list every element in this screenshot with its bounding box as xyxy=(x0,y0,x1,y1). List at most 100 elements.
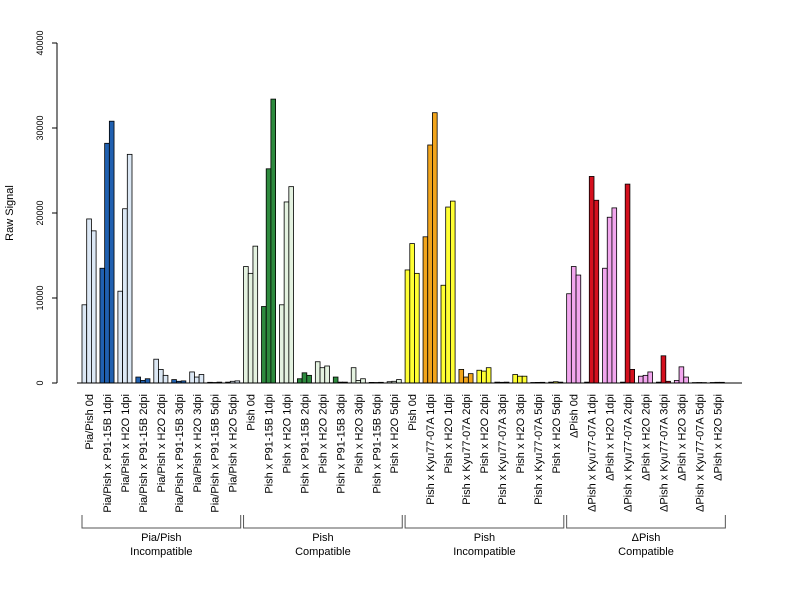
category-label: Pia/Pish x H2O 3dpi xyxy=(192,394,204,492)
bar xyxy=(296,378,303,384)
category-label: Pia/Pish x H2O 5dpi xyxy=(228,394,240,492)
bar xyxy=(512,374,518,384)
bar xyxy=(647,371,653,384)
category-label: Pia/Pish x H2O 2dpi xyxy=(156,394,168,492)
category-label: ΔPish x Kyu77-07A 1dpi xyxy=(587,394,599,512)
bar xyxy=(283,201,290,384)
bar xyxy=(642,374,649,384)
category-label: Pish x P91-15B 5dpi xyxy=(371,394,383,494)
category-label: Pia/Pish x P91-15B 1dpi xyxy=(102,394,114,513)
bar xyxy=(158,368,164,384)
category-label: Pia/Pish x P91-15B 3dpi xyxy=(174,394,186,513)
category-label: ΔPish x H2O 5dpi xyxy=(712,394,724,481)
bar xyxy=(678,366,685,384)
bar xyxy=(570,266,577,384)
bar xyxy=(481,370,487,384)
bar xyxy=(189,371,195,384)
bar xyxy=(414,272,420,384)
bar xyxy=(162,374,169,384)
bar xyxy=(319,367,326,384)
category-label: Pish 0d xyxy=(407,394,419,431)
bar xyxy=(104,142,110,384)
group-label: Pish xyxy=(312,532,333,544)
category-label: Pish 0d xyxy=(246,394,258,431)
category-label: ΔPish x Kyu77-07A 2dpi xyxy=(623,394,635,512)
bar xyxy=(629,368,636,384)
group-label: Pia/Pish xyxy=(141,532,181,544)
bar xyxy=(91,230,97,384)
bar xyxy=(117,290,124,384)
category-label: ΔPish x H2O 2dpi xyxy=(641,394,653,481)
group-bracket xyxy=(404,515,565,529)
bar xyxy=(638,375,644,384)
category-label: Pish x H2O 5dpi xyxy=(551,394,563,473)
y-tick-label: 0 xyxy=(35,380,45,385)
y-tick-label: 30000 xyxy=(35,115,45,140)
bar xyxy=(252,245,259,384)
group-label: Pish xyxy=(474,532,495,544)
category-label: ΔPish x Kyu77-07A 3dpi xyxy=(658,394,670,512)
bar xyxy=(270,98,276,384)
category-labels: Pia/Pish 0d Pia/Pish x P91-15B 1dpi Pia/Pi… xyxy=(84,394,724,513)
category-label: Pish x Kyu77-07A 1dpi xyxy=(425,394,437,505)
group-sublabel: Compatible xyxy=(295,546,351,558)
bar xyxy=(144,378,151,384)
bar xyxy=(81,304,88,384)
bar xyxy=(396,379,402,384)
y-tick-label: 10000 xyxy=(35,285,45,310)
category-label: Pish x Kyu77-07A 2dpi xyxy=(461,394,473,505)
bars xyxy=(81,98,725,384)
y-tick-label: 20000 xyxy=(35,200,45,225)
group-sublabel: Compatible xyxy=(618,546,674,558)
bar xyxy=(153,358,159,384)
bar xyxy=(360,378,366,384)
group-brackets: Pia/Pish Incompatible Pish Compatible Pish In… xyxy=(81,515,726,558)
bar xyxy=(108,120,115,384)
group-bracket xyxy=(243,515,403,529)
category-label: Pish x P91-15B 3dpi xyxy=(335,394,347,494)
bar xyxy=(566,293,572,384)
bar xyxy=(135,376,141,384)
bar xyxy=(126,153,133,384)
bar xyxy=(265,168,272,384)
bar xyxy=(449,200,456,384)
bar xyxy=(611,207,618,384)
bar xyxy=(324,365,330,384)
bar xyxy=(288,186,294,384)
category-label: ΔPish x H2O 1dpi xyxy=(605,394,617,481)
bar xyxy=(279,304,285,384)
y-axis: 0 10000 20000 30000 40000 xyxy=(35,30,58,386)
category-label: ΔPish 0d xyxy=(569,394,581,438)
category-label: Pish x H2O 3dpi xyxy=(515,394,527,473)
bar xyxy=(575,274,582,384)
bar xyxy=(409,243,415,384)
bar xyxy=(606,216,613,384)
bar xyxy=(521,375,528,384)
bar xyxy=(427,144,433,384)
bar xyxy=(171,379,177,384)
group-sublabel: Incompatible xyxy=(130,546,192,558)
category-label: Pia/Pish x P91-15B 2dpi xyxy=(138,394,150,513)
bar xyxy=(422,236,429,384)
bar xyxy=(624,183,631,384)
bar xyxy=(198,374,205,384)
bar xyxy=(588,176,595,384)
bar xyxy=(476,369,482,384)
category-label: Pish x H2O 1dpi xyxy=(443,394,455,473)
category-label: ΔPish x Kyu77-07A 5dpi xyxy=(694,394,706,512)
category-label: Pish x H2O 5dpi xyxy=(389,394,401,473)
bar xyxy=(463,376,469,384)
group-bracket xyxy=(566,515,726,529)
bar xyxy=(332,376,339,384)
group-label: ΔPish xyxy=(632,532,661,544)
category-label: Pish x Kyu77-07A 5dpi xyxy=(533,394,545,505)
category-label: Pish x H2O 2dpi xyxy=(317,394,329,473)
bar xyxy=(314,361,321,384)
category-label: Pia/Pish x H2O 1dpi xyxy=(120,394,132,492)
bar xyxy=(517,375,523,384)
category-label: Pish x H2O 3dpi xyxy=(353,394,365,473)
bar xyxy=(593,199,600,384)
bar xyxy=(99,267,106,384)
bar xyxy=(122,208,128,384)
